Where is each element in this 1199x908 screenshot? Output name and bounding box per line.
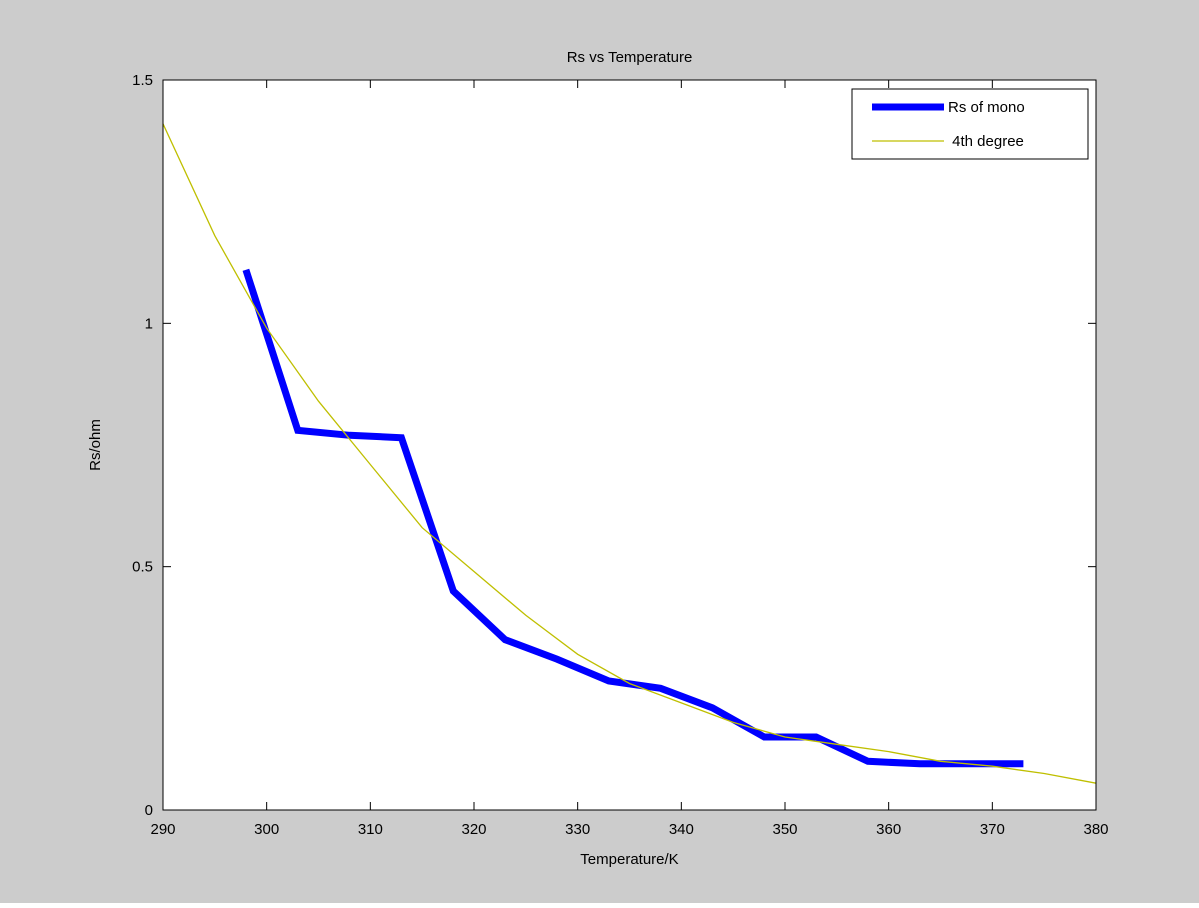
x-tick-label: 290 [150,821,175,838]
x-tick-label: 320 [461,821,486,838]
ticks-layer: 290 300 310 320 330 340 350 360 370 380 0 0.5 1 1.5 [132,72,1108,838]
x-tick-label: 300 [254,821,279,838]
series-line-4th-degree [162,123,1097,784]
x-tick-label: 330 [565,821,590,838]
x-tick-label: 310 [358,821,383,838]
y-tick-label: 1 [145,315,153,332]
y-tick-label: 0.5 [132,559,153,576]
series-line-rs-of-mono [242,268,1024,768]
axes-box [162,79,1097,811]
y-tick-label: 1.5 [132,72,153,89]
axes-background [163,80,1096,810]
y-axis-label: Rs/ohm [87,419,104,471]
series-layer [162,123,1097,784]
chart-title: Rs vs Temperature [567,49,693,66]
legend: Rs of mono 4th degree [851,88,1089,160]
x-axis-label: Temperature/K [580,851,678,868]
x-tick-label: 360 [876,821,901,838]
x-tick-label: 380 [1083,821,1108,838]
legend-label-4th-degree: 4th degree [948,133,1024,150]
y-tick-label: 0 [145,802,153,819]
x-tick-label: 340 [669,821,694,838]
legend-label-rs-of-mono: Rs of mono [948,99,1025,116]
x-tick-label: 350 [772,821,797,838]
legend-box [851,88,1089,160]
x-tick-label: 370 [980,821,1005,838]
